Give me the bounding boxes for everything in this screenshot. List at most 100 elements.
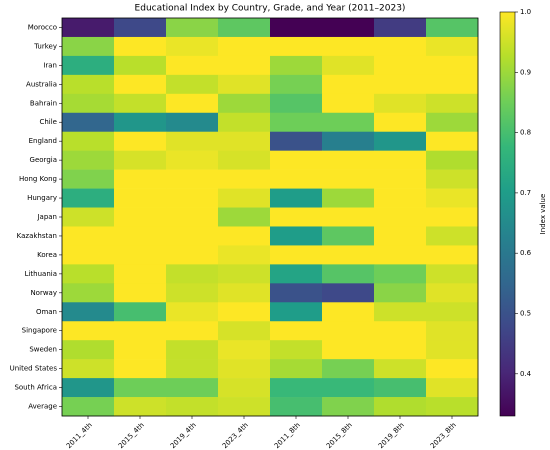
heat-cell: [114, 36, 167, 57]
y-tick-label: Singapore: [22, 327, 57, 335]
y-tick-label: Korea: [37, 251, 57, 259]
heat-cell: [114, 55, 167, 76]
heat-cell: [218, 359, 271, 379]
heat-cell: [166, 264, 219, 284]
y-tick-label: Oman: [36, 308, 57, 316]
heat-cell: [270, 321, 323, 341]
heat-cell: [374, 378, 427, 398]
heat-cell: [166, 359, 219, 379]
y-tick-label: Australia: [26, 80, 57, 88]
heat-cell: [426, 245, 479, 265]
heat-cell: [270, 150, 323, 170]
heat-cell: [62, 397, 115, 417]
colorbar-tick-label: 0.6: [520, 249, 532, 257]
heat-cell: [322, 302, 375, 322]
heat-cell: [322, 55, 375, 76]
heat-cell: [426, 226, 479, 246]
heat-cell: [322, 131, 375, 151]
heat-cell: [426, 150, 479, 170]
heat-cell: [62, 150, 115, 170]
heat-cell: [374, 245, 427, 265]
heat-cell: [166, 150, 219, 170]
heat-cell: [166, 245, 219, 265]
heat-cell: [166, 378, 219, 398]
heat-cell: [322, 93, 375, 114]
heat-cell: [218, 321, 271, 341]
y-tick-label: Lithuania: [25, 270, 57, 278]
heat-cell: [114, 207, 167, 227]
heat-cell: [218, 36, 271, 57]
heat-cell: [114, 340, 167, 360]
x-tick-label: 2011_4th: [65, 421, 94, 450]
heat-cell: [426, 55, 479, 76]
heat-cell: [62, 131, 115, 151]
heat-cell: [218, 131, 271, 151]
heat-cell: [374, 226, 427, 246]
heat-cell: [166, 340, 219, 360]
heat-cell: [114, 245, 167, 265]
heat-cell: [166, 112, 219, 133]
heat-cell: [62, 18, 115, 38]
heat-cell: [270, 169, 323, 189]
heat-cell: [270, 283, 323, 303]
heat-cell: [322, 169, 375, 189]
colorbar-tick-label: 1.0: [520, 8, 531, 16]
heat-cell: [322, 112, 375, 133]
heat-cell: [270, 397, 323, 417]
heat-cell: [166, 74, 219, 95]
heat-cell: [114, 74, 167, 95]
heat-cell: [166, 397, 219, 417]
heat-cell: [374, 340, 427, 360]
y-tick-label: Iran: [43, 61, 57, 69]
heat-cell: [374, 169, 427, 189]
heat-cell: [426, 359, 479, 379]
heat-cell: [62, 207, 115, 227]
heat-cell: [114, 378, 167, 398]
heat-cell: [374, 188, 427, 208]
heat-cell: [62, 36, 115, 57]
heat-cell: [218, 150, 271, 170]
heat-cell: [218, 226, 271, 246]
heat-cell: [322, 226, 375, 246]
heat-cell: [62, 169, 115, 189]
heat-cell: [62, 321, 115, 341]
heat-cell: [218, 378, 271, 398]
y-tick-label: England: [29, 137, 57, 145]
heat-cell: [270, 55, 323, 76]
heat-cell: [218, 55, 271, 76]
heat-cell: [218, 245, 271, 265]
chart-title: Educational Index by Country, Grade, and…: [135, 4, 406, 14]
heat-cell: [62, 264, 115, 284]
heat-cell: [270, 359, 323, 379]
heat-cell: [62, 302, 115, 322]
heat-cell: [166, 131, 219, 151]
heat-cell: [374, 112, 427, 133]
colorbar-label: Index value: [539, 194, 547, 235]
heat-cell: [114, 226, 167, 246]
heat-cell: [218, 112, 271, 133]
heat-cell: [374, 18, 427, 38]
x-tick-label: 2023_8th: [429, 421, 458, 450]
heat-cell: [374, 283, 427, 303]
heat-cell: [322, 321, 375, 341]
heat-cell: [374, 150, 427, 170]
heat-cell: [426, 340, 479, 360]
heat-cell: [322, 36, 375, 57]
heat-cell: [426, 321, 479, 341]
heat-cell: [270, 188, 323, 208]
x-tick-label: 2019_4th: [169, 421, 198, 450]
heat-cell: [62, 93, 115, 114]
y-tick-label: Norway: [30, 289, 57, 297]
heat-cell: [426, 93, 479, 114]
heat-cell: [166, 18, 219, 38]
heat-cell: [322, 340, 375, 360]
colorbar-tick-label: 0.7: [520, 189, 531, 197]
colorbar-tick-label: 0.4: [520, 370, 532, 378]
heat-cell: [322, 188, 375, 208]
heat-cell: [322, 359, 375, 379]
heat-cell: [426, 283, 479, 303]
heat-cell: [114, 397, 167, 417]
colorbar-tick-label: 0.5: [520, 309, 531, 317]
heat-cell: [374, 74, 427, 95]
